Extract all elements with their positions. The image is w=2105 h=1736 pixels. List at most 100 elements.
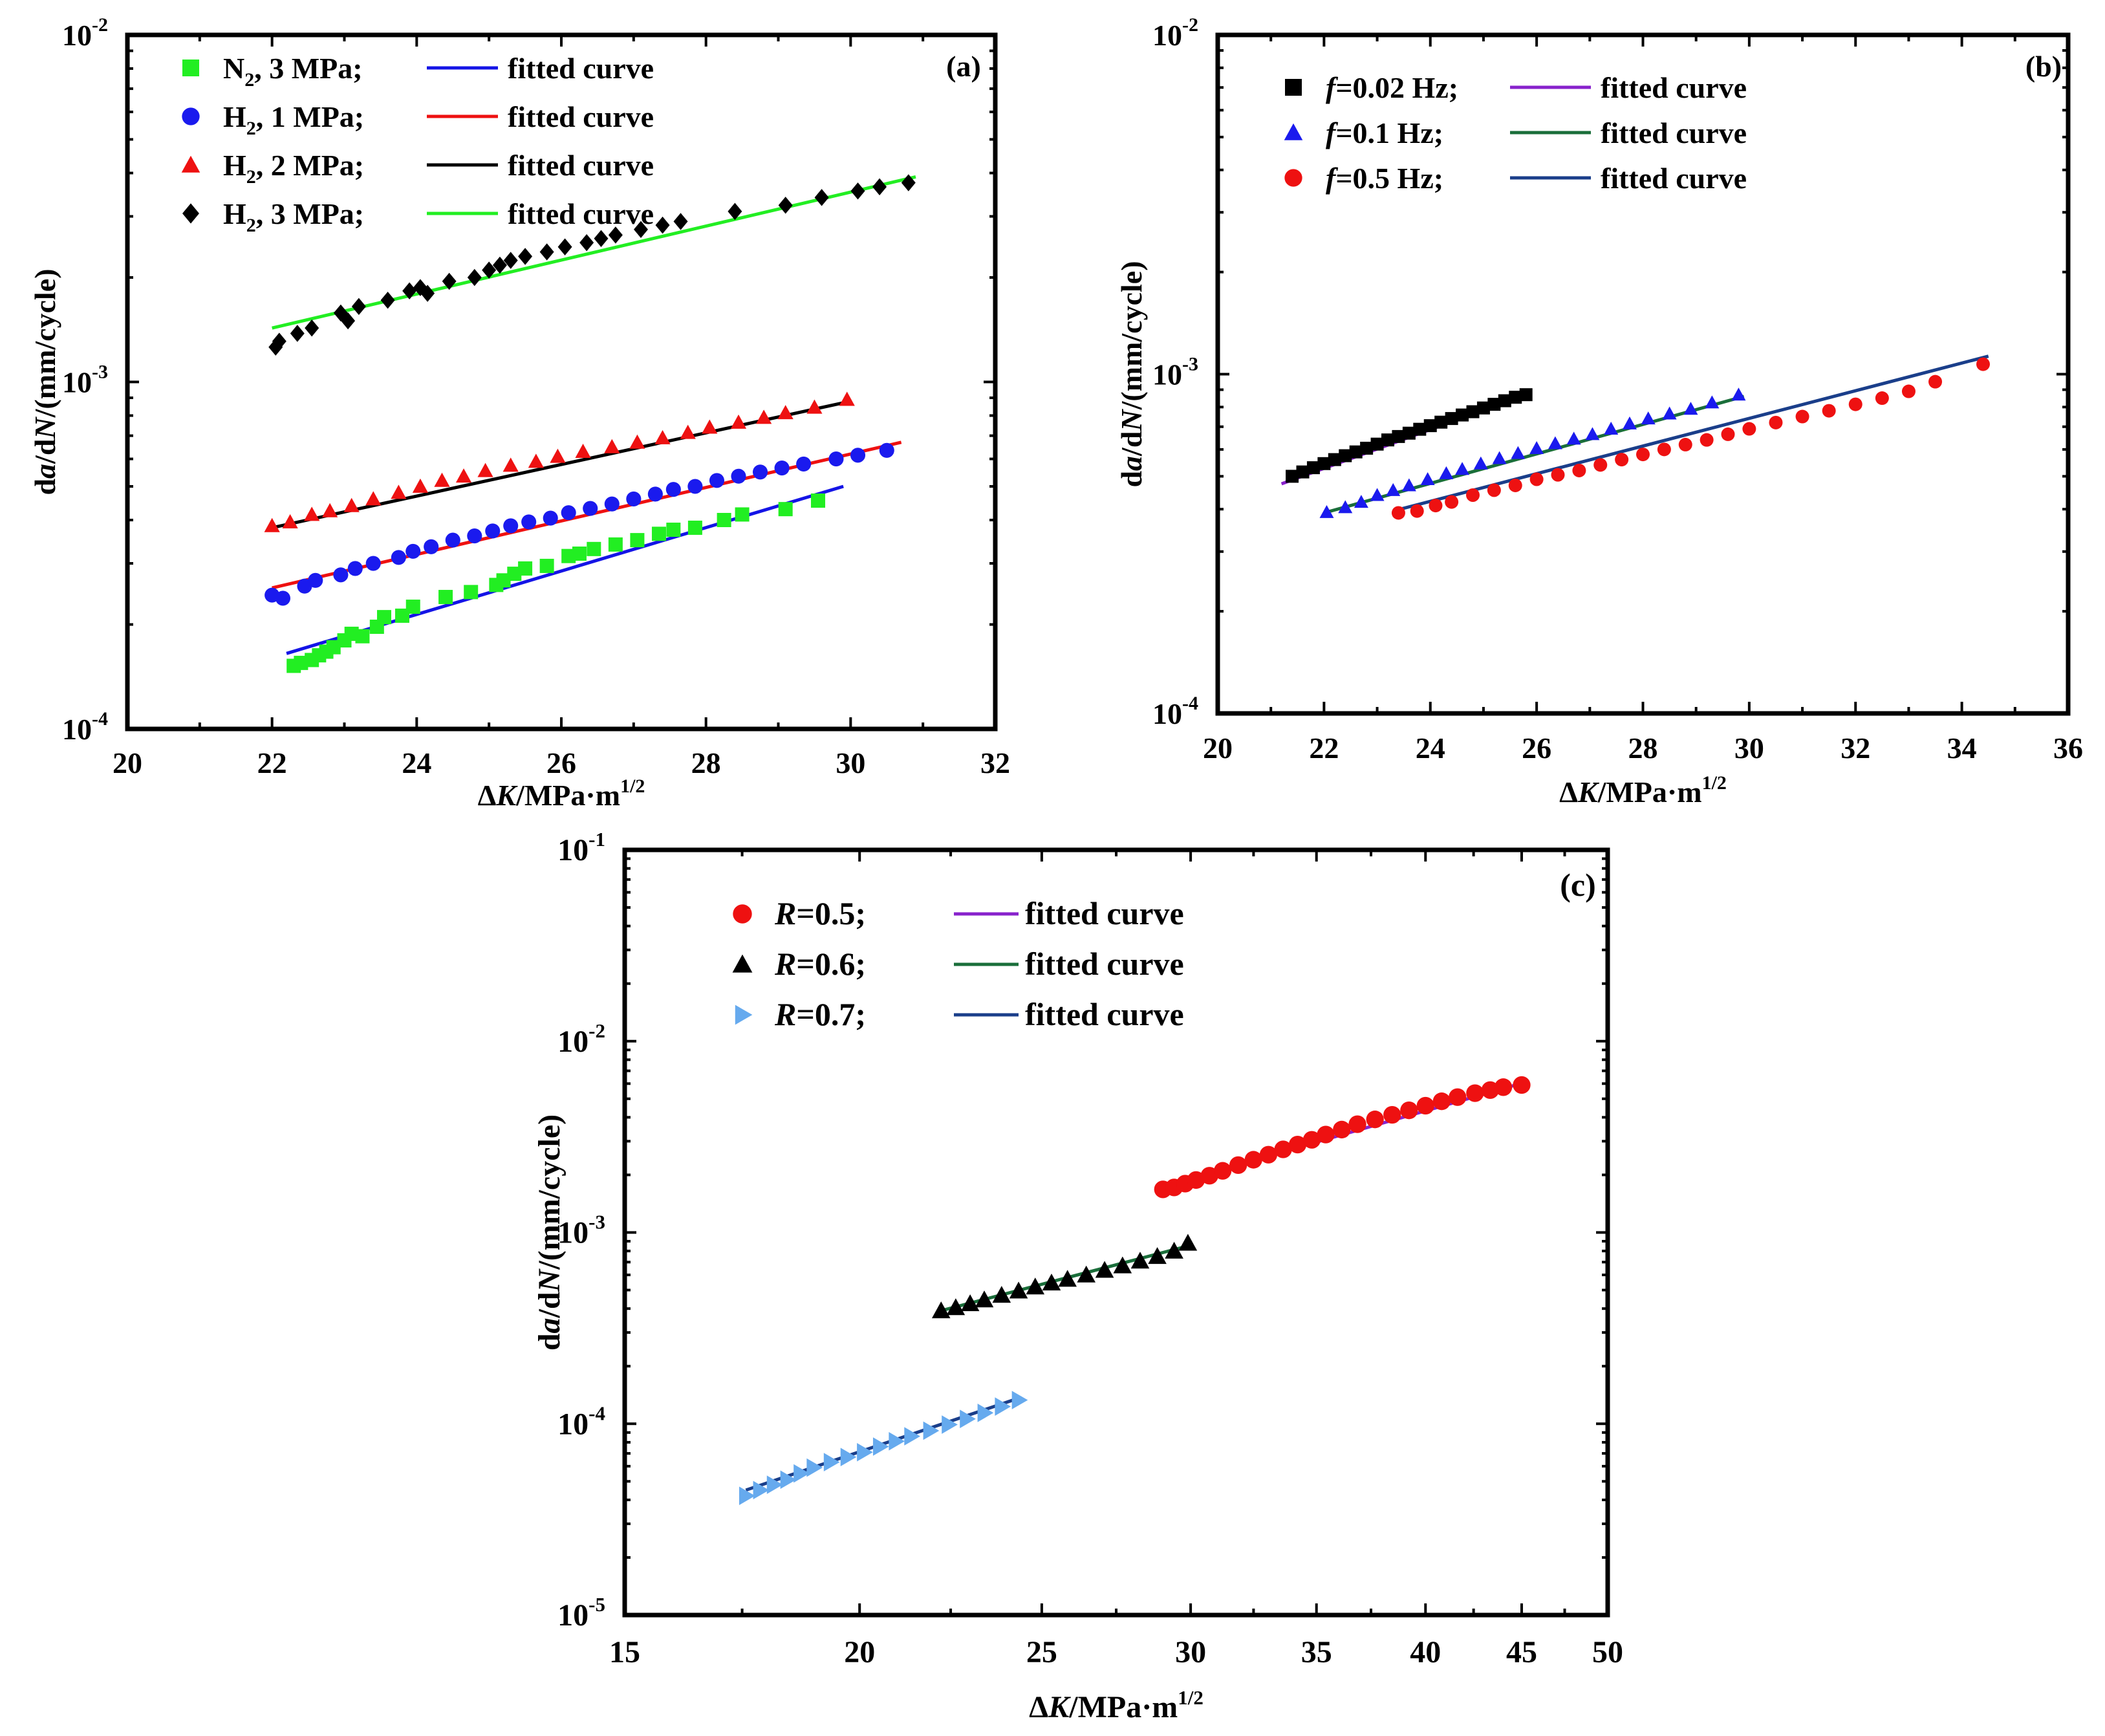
panel-b-series-f-0-1-hz-point bbox=[1386, 483, 1401, 496]
panel-a-series-h2-2-mpa-point bbox=[343, 497, 360, 512]
panel-b-series-f-0-02-hz-point bbox=[1328, 453, 1341, 466]
panel-a-legend-marker bbox=[182, 107, 200, 125]
panel-b-series-f-0-5-hz-point bbox=[1615, 453, 1629, 467]
panel-a-series-n2-3-mpa-point bbox=[496, 573, 511, 588]
panel-c-legend-label: R=0.6; bbox=[774, 946, 866, 982]
panel-c-series-r-0-7-point bbox=[872, 1437, 889, 1456]
panel-c-series-r-0-5-point bbox=[1400, 1101, 1418, 1120]
panel-b-series-f-0-02-hz-point bbox=[1487, 398, 1501, 411]
panel-a-legend-label: H2, 3 MPa; bbox=[223, 197, 364, 236]
panel-a-series-h2-1-mpa-point bbox=[647, 486, 663, 502]
panel-c-x-tick-label: 40 bbox=[1410, 1635, 1441, 1669]
panel-a-series-h2-2-mpa-point bbox=[702, 419, 718, 434]
panel-b-series-f-0-1-hz-point bbox=[1354, 495, 1368, 508]
panel-b-series-f-0-5-hz-point bbox=[1487, 483, 1501, 497]
panel-c-legend-label: R=0.7; bbox=[774, 996, 866, 1032]
panel-a-series-h2-2-mpa-point bbox=[575, 444, 591, 459]
panel-b-series-f-0-02-hz-point bbox=[1306, 461, 1320, 475]
panel-a-x-tick-label: 24 bbox=[402, 746, 431, 779]
panel-a-series-h2-3-mpa-fitted-curve bbox=[272, 175, 916, 330]
panel-b-series-f-0-1-hz-point bbox=[1548, 436, 1562, 450]
panel-b-series-f-0-5-hz-point bbox=[1928, 374, 1943, 389]
panel-c-y-tick-label: 10-3 bbox=[557, 1211, 605, 1250]
panel-a-series-h2-2-mpa-point bbox=[604, 439, 620, 453]
panel-c-series-r-0-6-point bbox=[1095, 1261, 1114, 1278]
panel-a-y-tick-label: 10-3 bbox=[62, 362, 108, 399]
panel-b-series-f-0-1-hz-point bbox=[1529, 440, 1544, 454]
panel-a-series-n2-3-mpa-point bbox=[717, 512, 731, 527]
panel-c-y-tick-label: 10-2 bbox=[557, 1019, 605, 1059]
panel-a-legend-fit-label: fitted curve bbox=[508, 52, 654, 85]
panel-b-series-f-0-1-hz-point bbox=[1511, 446, 1526, 459]
panel-a-series-n2-3-mpa-point bbox=[518, 561, 533, 576]
panel-a-series-h2-3-mpa-point bbox=[655, 216, 670, 234]
panel-b-series-f-0-5-hz-point bbox=[1678, 437, 1692, 451]
panel-a-series-n2-3-mpa-point bbox=[630, 533, 645, 548]
panel-a-x-tick-label: 32 bbox=[980, 746, 1010, 779]
panel-a-series-h2-3-mpa-point bbox=[420, 285, 435, 302]
panel-c-series-r-0-6-point bbox=[1009, 1281, 1028, 1299]
panel-c-x-tick-label: 35 bbox=[1301, 1635, 1332, 1669]
panel-c-series-r-0-6-points bbox=[931, 1233, 1198, 1319]
panel-a-series-h2-3-mpa-point bbox=[594, 230, 609, 247]
panel-b-series-f-0-5-hz-point bbox=[1976, 357, 1990, 371]
panel-a-series-h2-2-mpa-point bbox=[304, 506, 320, 521]
panel-a-series-h2-1-mpa-points bbox=[264, 442, 894, 606]
panel-b-series-f-0-02-hz-point bbox=[1423, 419, 1437, 433]
panel-b-x-tick-label: 36 bbox=[2053, 732, 2083, 765]
panel-b-legend-marker bbox=[1284, 169, 1302, 187]
panel-b-x-tick-label: 28 bbox=[1628, 732, 1658, 765]
panel-a-series-h2-1-mpa-point bbox=[405, 543, 421, 559]
panel-a-series-n2-3-mpa-point bbox=[355, 629, 370, 644]
panel-b-series-f-0-5-hz-point bbox=[1593, 458, 1608, 472]
panel-b-y-axis-label: da/dN/(mm/cycle) bbox=[1115, 261, 1148, 487]
panel-c-series-r-0-7-point bbox=[806, 1458, 823, 1477]
panel-a-x-tick-label: 30 bbox=[836, 746, 865, 779]
panel-a-series-h2-2-mpa-point bbox=[412, 478, 429, 493]
panel-a-series-h2-2-mpa-point bbox=[282, 514, 298, 528]
panel-a-x-tick-label: 20 bbox=[113, 746, 142, 779]
panel-a-series-h2-1-mpa-point bbox=[687, 479, 703, 494]
panel-a-y-tick-label: 10-2 bbox=[62, 14, 108, 52]
panel-c-legend-marker bbox=[733, 904, 752, 924]
panel-c-series-r-0-5-point bbox=[1244, 1151, 1262, 1169]
panel-c-x-tick-label: 30 bbox=[1175, 1635, 1206, 1669]
panel-c-series-r-0-6-point bbox=[992, 1286, 1011, 1303]
panel-a-series-n2-3-mpa-point bbox=[539, 558, 554, 573]
panel-a-series-h2-3-mpa-point bbox=[351, 298, 366, 316]
panel-b-series-f-0-02-hz-point bbox=[1339, 449, 1352, 462]
panel-a-legend-fit-label: fitted curve bbox=[508, 149, 654, 182]
panel-a-series-h2-3-mpa-point bbox=[539, 243, 554, 261]
panel-b-series-f-0-02-hz-point bbox=[1317, 457, 1331, 470]
panel-b-series-f-0-5-hz-point bbox=[1572, 463, 1586, 477]
panel-c-series-r-0-7-point bbox=[889, 1432, 905, 1451]
panel-c-legend-fit-label: fitted curve bbox=[1025, 895, 1184, 931]
panel-b-x-tick-label: 24 bbox=[1416, 732, 1445, 765]
panel-b-series-f-0-02-hz-point bbox=[1286, 470, 1299, 483]
panel-b-series-f-0-1-hz-point bbox=[1604, 422, 1619, 435]
panel-b-series-f-0-5-hz-point bbox=[1795, 409, 1809, 424]
panel-a-series-n2-3-mpa-point bbox=[507, 567, 522, 581]
panel-b-series-f-0-02-hz-point bbox=[1296, 465, 1310, 479]
panel-a-series-h2-2-mpa-point bbox=[777, 405, 793, 420]
panel-a-series-h2-1-mpa-point bbox=[467, 528, 482, 544]
panel-b-series-f-0-1-hz-point bbox=[1439, 466, 1454, 479]
panel-a-series-h2-1-mpa-point bbox=[879, 442, 894, 458]
panel-a-series-h2-1-mpa-point bbox=[626, 491, 642, 506]
panel-b-series-f-0-1-hz-point bbox=[1455, 462, 1470, 475]
panel-a-series-h2-1-mpa-point bbox=[347, 561, 363, 576]
panel-a-series-h2-2-mpa-points bbox=[264, 391, 855, 532]
panel-b-series-f-0-5-hz-point bbox=[1636, 448, 1650, 462]
panel-a-series-n2-3-mpa-points bbox=[286, 493, 826, 673]
panel-b-series-f-0-5-hz-point bbox=[1657, 442, 1671, 457]
panel-c-series-r-0-5-point bbox=[1432, 1092, 1451, 1111]
panel-a-legend: N2, 3 MPa; fitted curve H2, 1 MPa; fitted c… bbox=[181, 52, 654, 236]
panel-b-x-tick-label: 32 bbox=[1841, 732, 1870, 765]
panel-b-series-f-0-5-hz-point bbox=[1466, 488, 1480, 503]
panel-c-series-r-0-7-point bbox=[960, 1409, 976, 1429]
panel-b-series-f-0-1-hz-point bbox=[1473, 456, 1488, 470]
panel-a-series-h2-2-mpa-point bbox=[365, 491, 382, 506]
panel-b-series-f-0-1-hz-point bbox=[1622, 416, 1637, 429]
panel-a-series-h2-2-mpa-point bbox=[391, 484, 407, 499]
